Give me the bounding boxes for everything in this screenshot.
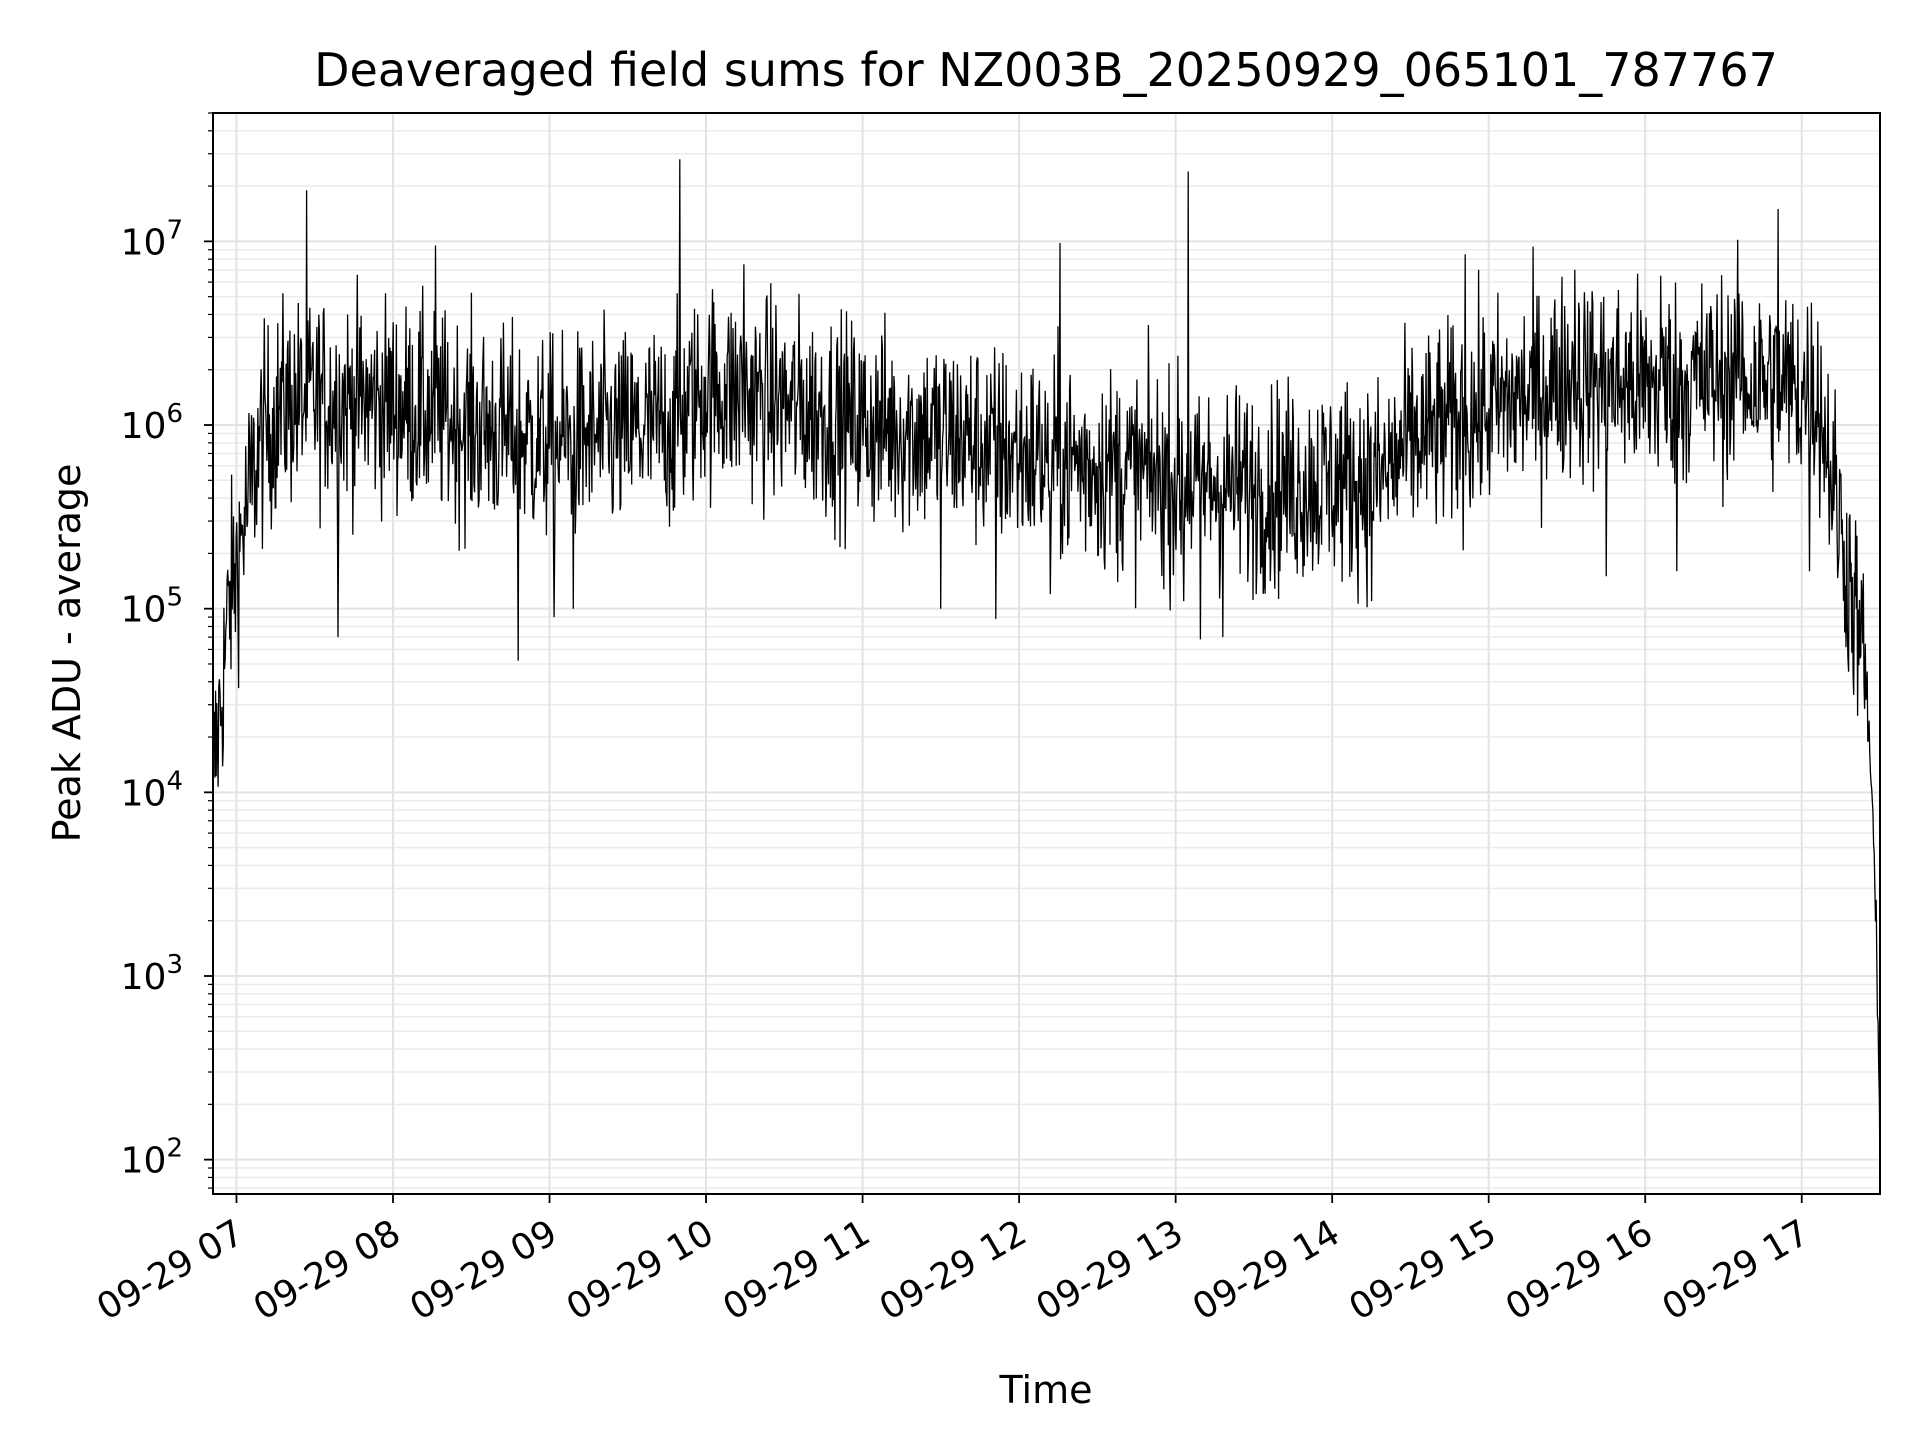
y-axis: 102 103 104 105 106 107 bbox=[121, 112, 213, 1189]
axes-frame bbox=[212, 112, 1881, 1195]
y-axis-label: Peak ADU - average bbox=[45, 464, 89, 843]
y-tick-label: 106 bbox=[121, 399, 183, 447]
y-tick-label: 102 bbox=[121, 1134, 183, 1182]
y-tick-label: 107 bbox=[121, 215, 183, 263]
y-tick-label: 105 bbox=[121, 583, 183, 631]
series-line bbox=[213, 159, 1880, 1185]
x-axis-label: Time bbox=[999, 1368, 1093, 1412]
y-tick-label: 103 bbox=[121, 950, 183, 998]
y-tick-label: 104 bbox=[121, 766, 183, 814]
chart-title: Deaveraged field sums for NZ003B_2025092… bbox=[314, 43, 1778, 97]
plot-area bbox=[213, 159, 1880, 1185]
